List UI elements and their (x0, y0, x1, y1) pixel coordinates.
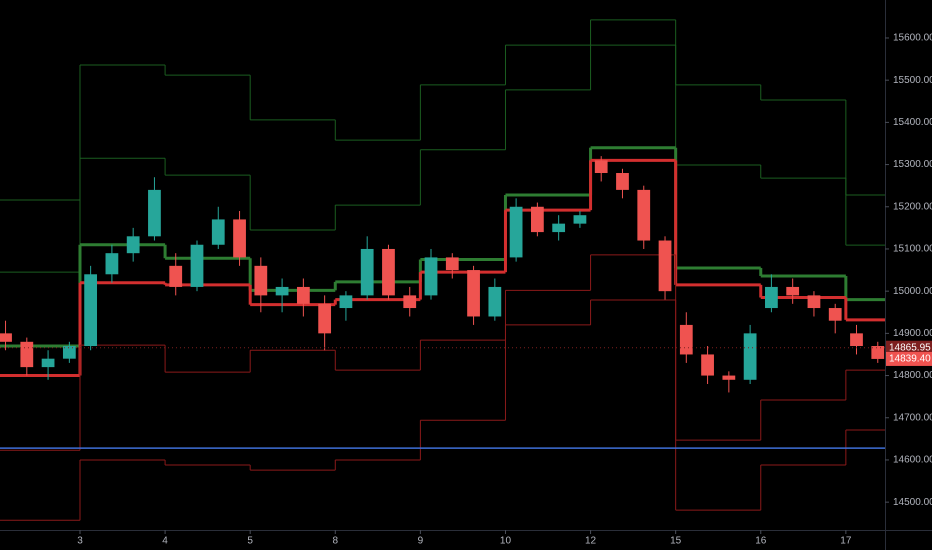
x-tick-label: 8 (332, 536, 338, 547)
candle-body (296, 286, 310, 304)
price-label: 14865.95 (889, 342, 931, 353)
candle-body (126, 236, 140, 254)
y-tick-label: 15400.00 (893, 117, 932, 128)
candle-body (594, 160, 608, 174)
candle-body (531, 206, 544, 233)
y-tick-label: 14800.00 (893, 370, 932, 381)
candle-body (616, 173, 629, 190)
candle-body (786, 286, 800, 296)
candle-body (190, 244, 204, 287)
price-label-box (886, 340, 932, 355)
candle-body (275, 286, 289, 296)
candle-body (871, 346, 885, 359)
candle-body (637, 189, 651, 241)
price-label-box (886, 351, 932, 366)
candle-body (339, 295, 353, 309)
candle-body (211, 219, 225, 245)
x-tick-label: 3 (77, 536, 83, 547)
candle-body (382, 248, 395, 296)
x-tick-label: 9 (418, 536, 424, 547)
candle-body (850, 333, 863, 347)
candle-body (424, 257, 438, 296)
candle-body (0, 333, 12, 342)
candle-body (254, 265, 268, 296)
x-tick-label: 5 (247, 536, 253, 547)
candle-body (679, 324, 693, 355)
candle-body (318, 303, 332, 334)
y-tick-label: 15200.00 (893, 201, 932, 212)
candle-body (148, 189, 161, 237)
candle-body (62, 346, 76, 359)
y-tick-label: 15100.00 (893, 244, 932, 255)
price-label: 14839.40 (889, 354, 931, 365)
candle-body (552, 223, 566, 233)
candle-body (573, 215, 587, 224)
candle-body (233, 219, 246, 258)
y-tick-label: 15300.00 (893, 159, 932, 170)
y-tick-label: 15000.00 (893, 286, 932, 297)
candle-body (445, 257, 459, 271)
candle-body (722, 375, 736, 380)
x-tick-label: 12 (585, 536, 597, 547)
candle-body (828, 308, 842, 321)
y-tick-label: 15500.00 (893, 75, 932, 86)
plot-area (0, 19, 885, 521)
x-tick-label: 4 (162, 536, 168, 547)
candle-body (509, 206, 523, 258)
x-tick-label: 10 (500, 536, 512, 547)
y-tick-label: 14500.00 (893, 497, 932, 508)
y-tick-label: 15600.00 (893, 33, 932, 44)
candle-body (467, 270, 480, 317)
y-tick-label: 14900.00 (893, 328, 932, 339)
candle-body (743, 333, 757, 380)
candle-body (41, 358, 55, 368)
x-tick-label: 15 (670, 536, 682, 547)
candle-body (765, 286, 778, 309)
candle-body (20, 341, 34, 368)
x-tick-label: 17 (840, 536, 852, 547)
candle-body (403, 295, 417, 309)
candle-body (105, 253, 119, 275)
candle-body (658, 240, 672, 292)
candle-body (84, 274, 98, 347)
candle-body (488, 286, 502, 317)
candle-body (701, 354, 714, 376)
candle-body (360, 248, 374, 296)
x-tick-label: 16 (755, 536, 767, 547)
y-tick-label: 14600.00 (893, 455, 932, 466)
candle-body (807, 295, 821, 309)
candle-body (169, 265, 183, 287)
y-tick-label: 14700.00 (893, 412, 932, 423)
